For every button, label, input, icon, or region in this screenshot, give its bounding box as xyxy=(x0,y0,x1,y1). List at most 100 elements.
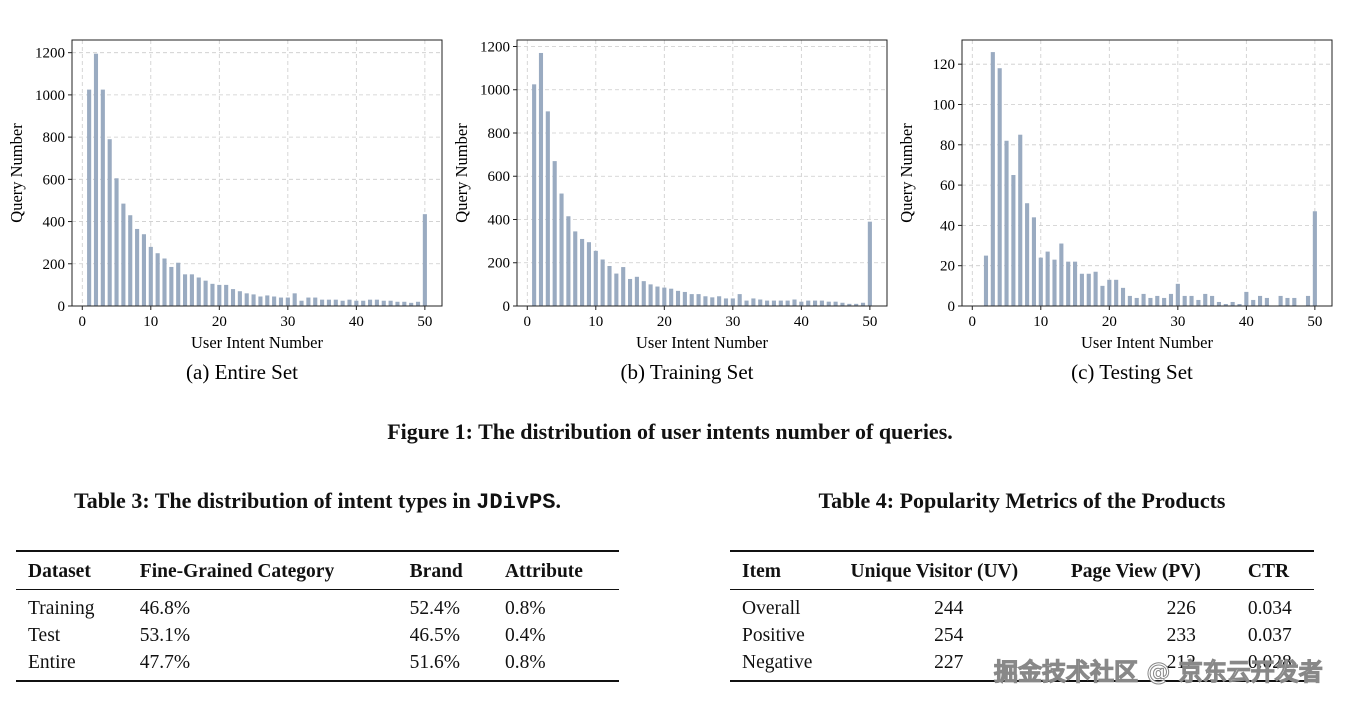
bar xyxy=(689,294,694,306)
bar xyxy=(183,274,188,306)
table-cell: 212 xyxy=(1166,652,1196,673)
table-cell: 233 xyxy=(1166,625,1196,646)
bar xyxy=(326,299,331,306)
title-code: JDivPS xyxy=(476,490,556,515)
bar xyxy=(744,300,749,306)
watermark: 掘金技术社区 @ 京东云开发者 xyxy=(994,658,1324,687)
bar xyxy=(1059,243,1064,306)
x-tick-label: 40 xyxy=(794,314,809,330)
plot-frame xyxy=(71,39,443,307)
bar xyxy=(361,300,366,306)
y-tick-label: 1200 xyxy=(35,46,65,62)
bar xyxy=(169,266,174,306)
bar xyxy=(1230,301,1235,306)
bar xyxy=(758,299,763,306)
table-cell: 0.8% xyxy=(504,598,546,619)
bar xyxy=(1066,261,1071,306)
bar xyxy=(566,216,571,306)
bar xyxy=(833,301,838,306)
bar xyxy=(1210,295,1215,306)
bar xyxy=(258,296,263,306)
header-row: Item Unique Visitor (UV) Page View (PV) CTR xyxy=(730,551,1314,590)
bar xyxy=(1120,287,1126,306)
table: Dataset Fine-Grained Category Brand Attribu… xyxy=(16,550,619,682)
y-tick-label: 20 xyxy=(940,259,955,275)
bar xyxy=(415,301,421,306)
bar xyxy=(299,300,304,306)
bar xyxy=(93,53,99,306)
bar xyxy=(347,299,352,306)
y-axis-label: Query Number xyxy=(897,123,916,223)
table-row: Positive 254 233 0.037 xyxy=(730,622,1314,649)
bar xyxy=(792,299,797,306)
x-tick-label: 0 xyxy=(79,314,87,330)
subcaption: (c) Testing Set xyxy=(1071,360,1193,384)
bar xyxy=(368,299,373,306)
table-row: Negative 227 212 0.028 xyxy=(730,649,1314,681)
y-tick-label: 120 xyxy=(933,57,956,73)
y-tick-label: 0 xyxy=(948,299,956,315)
bar xyxy=(703,296,708,306)
bar xyxy=(586,242,591,306)
bar xyxy=(737,294,742,306)
table: Item Unique Visitor (UV) Page View (PV) CTR… xyxy=(730,550,1314,682)
bar xyxy=(381,300,386,306)
bar xyxy=(1223,303,1228,306)
bar xyxy=(155,253,160,306)
table-cell: 47.7% xyxy=(139,652,191,673)
bar xyxy=(135,228,140,306)
bar xyxy=(1107,279,1112,306)
y-tick-label: 100 xyxy=(933,97,956,113)
y-tick-label: 0 xyxy=(503,299,511,315)
bar xyxy=(819,300,824,306)
x-tick-label: 20 xyxy=(212,314,227,330)
table-cell: 53.1% xyxy=(139,625,191,646)
bar xyxy=(559,193,564,306)
bar xyxy=(1175,283,1180,306)
bar xyxy=(210,283,215,306)
plot-frame xyxy=(961,39,1333,307)
bar xyxy=(100,89,105,306)
bar xyxy=(1292,297,1297,306)
bar xyxy=(374,299,379,306)
figure-caption: Figure 1: The distribution of user inten… xyxy=(387,419,953,444)
bar xyxy=(1203,293,1208,306)
plot-frame xyxy=(516,39,888,307)
column-header: Fine-Grained Category xyxy=(127,551,398,590)
x-tick-label: 10 xyxy=(143,314,158,330)
y-tick-label: 200 xyxy=(43,257,66,273)
bar xyxy=(669,288,674,306)
bar xyxy=(751,298,756,306)
bar xyxy=(1134,297,1139,306)
y-tick-label: 200 xyxy=(488,256,511,272)
y-tick-label: 800 xyxy=(488,126,511,142)
table-cell: 254 xyxy=(934,625,964,646)
bar xyxy=(628,278,633,306)
bar xyxy=(285,297,290,306)
y-tick-label: 40 xyxy=(940,218,955,234)
y-tick-label: 0 xyxy=(58,299,66,315)
table-cell: Overall xyxy=(742,598,801,619)
bar xyxy=(799,301,804,306)
bar xyxy=(1127,295,1132,306)
x-tick-label: 50 xyxy=(1307,314,1322,330)
column-header: Page View (PV) xyxy=(1058,551,1236,590)
bar xyxy=(675,290,681,306)
y-tick-label: 600 xyxy=(488,169,511,185)
x-tick-label: 20 xyxy=(1102,314,1117,330)
x-axis-label: User Intent Number xyxy=(636,333,768,352)
bar xyxy=(785,300,790,306)
bar xyxy=(634,276,639,306)
x-tick-label: 0 xyxy=(969,314,977,330)
bar xyxy=(320,299,325,306)
table-cell: 52.4% xyxy=(409,598,461,619)
bar xyxy=(128,215,133,306)
bar xyxy=(730,298,735,306)
bar xyxy=(655,286,660,306)
bar xyxy=(765,300,770,306)
bar xyxy=(224,284,229,306)
bar xyxy=(1073,261,1078,306)
bar xyxy=(723,298,729,306)
